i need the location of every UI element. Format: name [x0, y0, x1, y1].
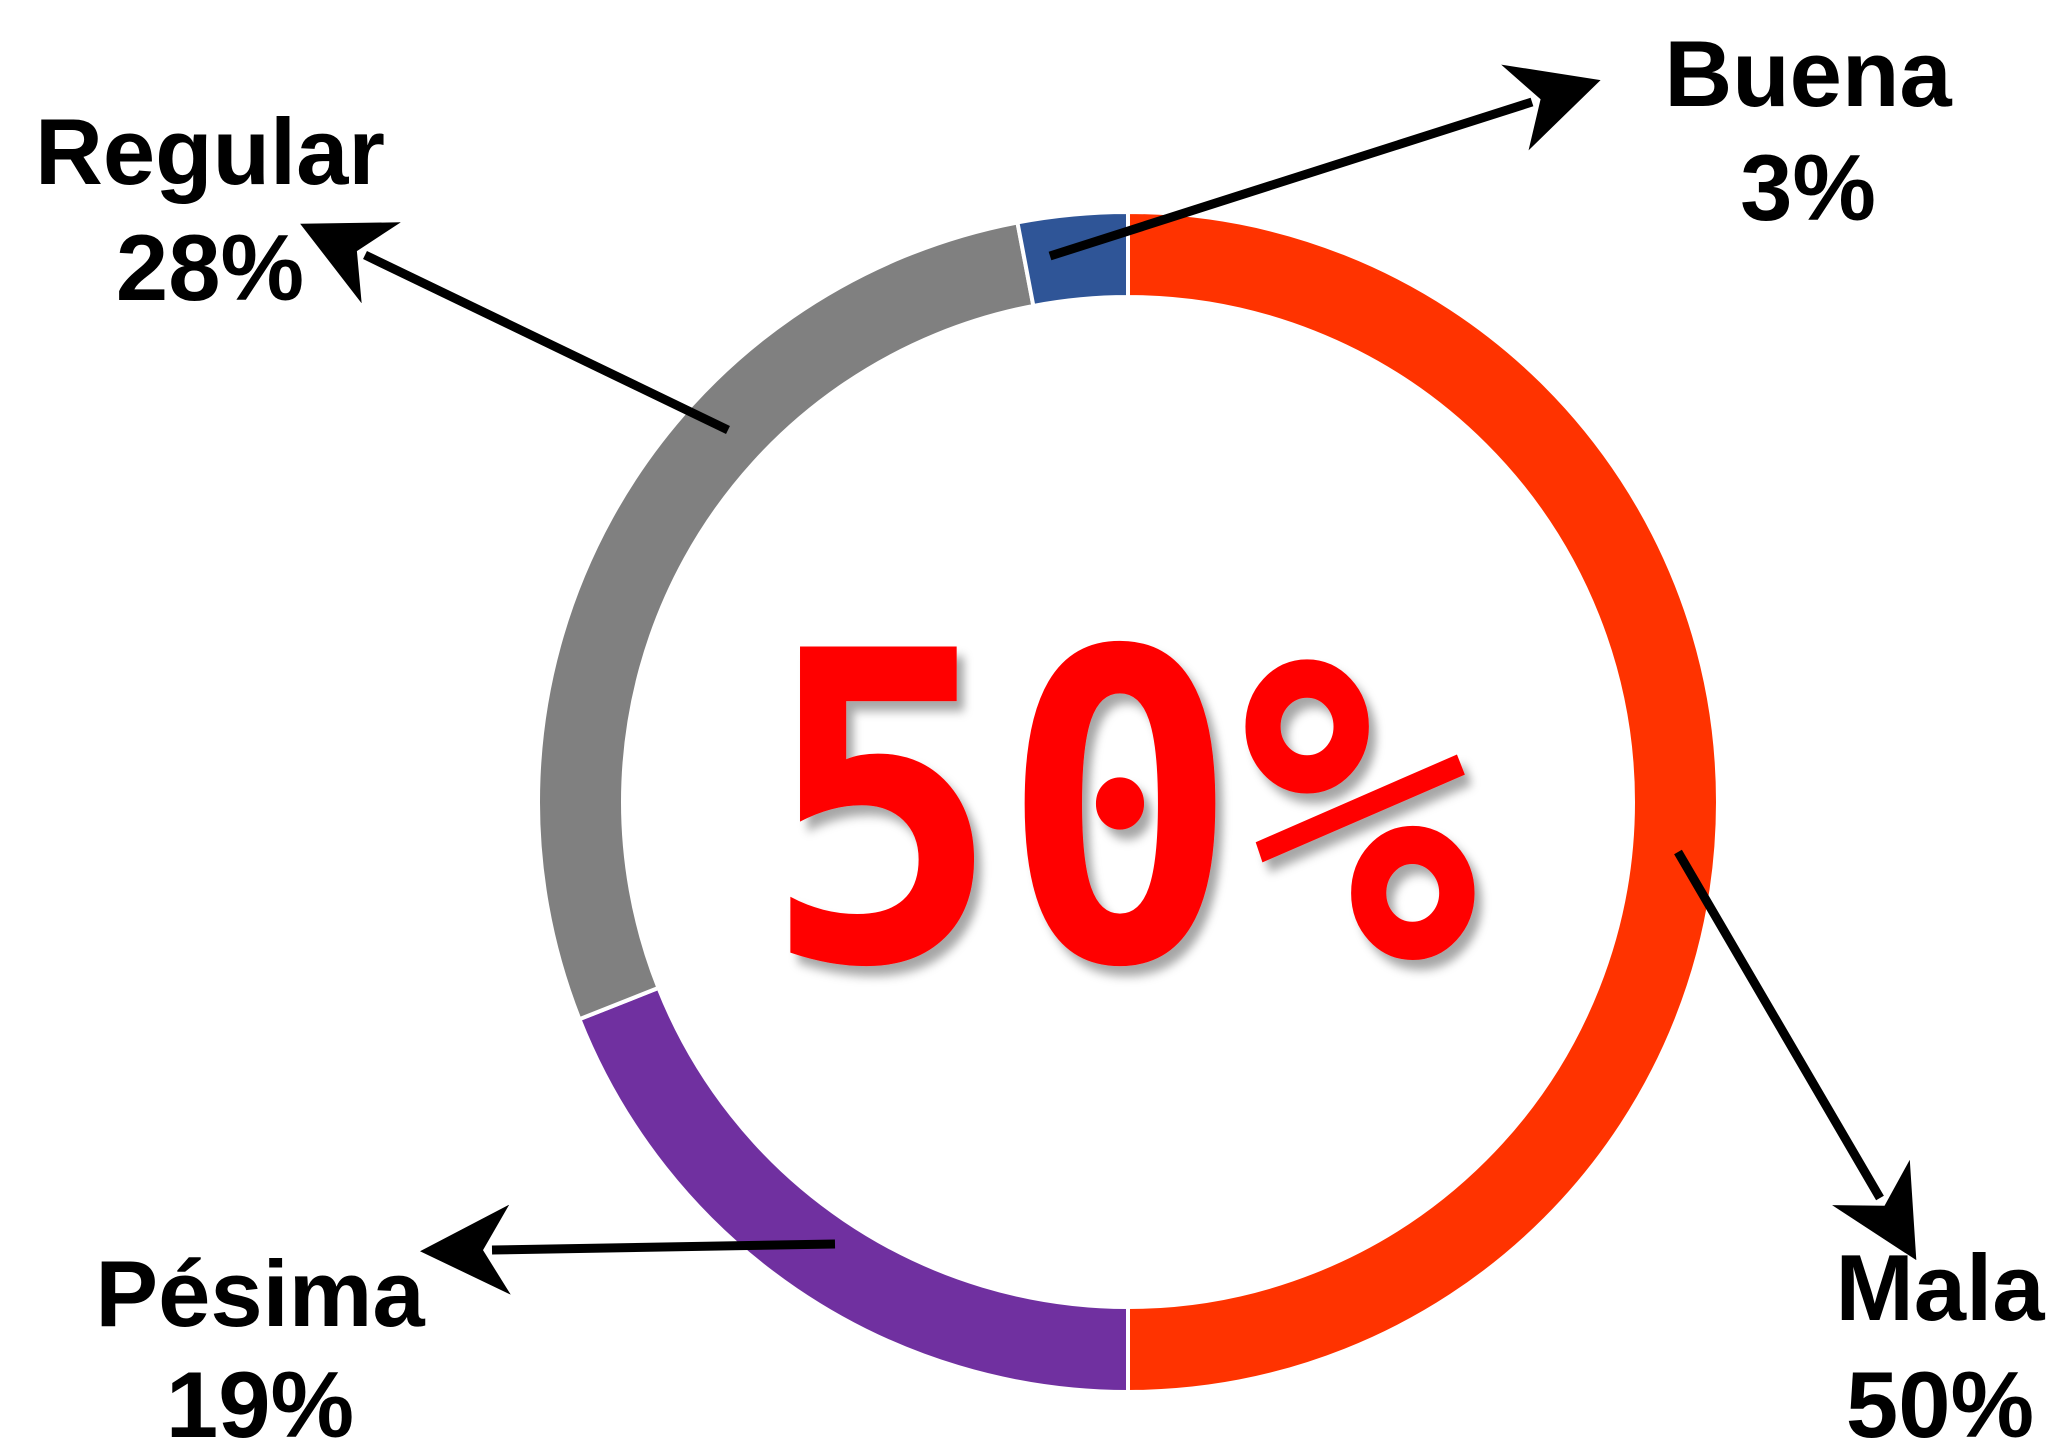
arrow-pesima [420, 1204, 836, 1295]
label-mala-percent: 50% [1846, 1352, 2034, 1440]
label-regular-name: Regular [35, 99, 385, 204]
label-regular-percent: 28% [116, 215, 304, 320]
arrow-mala [1674, 849, 1917, 1261]
donut-slice-buena [1015, 209, 1130, 309]
label-pesima-name: Pésima [95, 1241, 425, 1346]
center-value-label: 50% [763, 562, 1480, 1062]
arrow-regular [300, 222, 730, 435]
label-mala-name: Mala [1836, 1235, 2046, 1340]
donut-slices [536, 209, 1720, 1395]
donut-slice-mala [1126, 209, 1720, 1395]
leader-arrows [300, 64, 1917, 1295]
label-buena-percent: 3% [1740, 135, 1876, 240]
arrow-buena [1048, 64, 1601, 261]
label-pesima-percent: 19% [166, 1352, 354, 1440]
label-buena-name: Buena [1664, 21, 1952, 126]
